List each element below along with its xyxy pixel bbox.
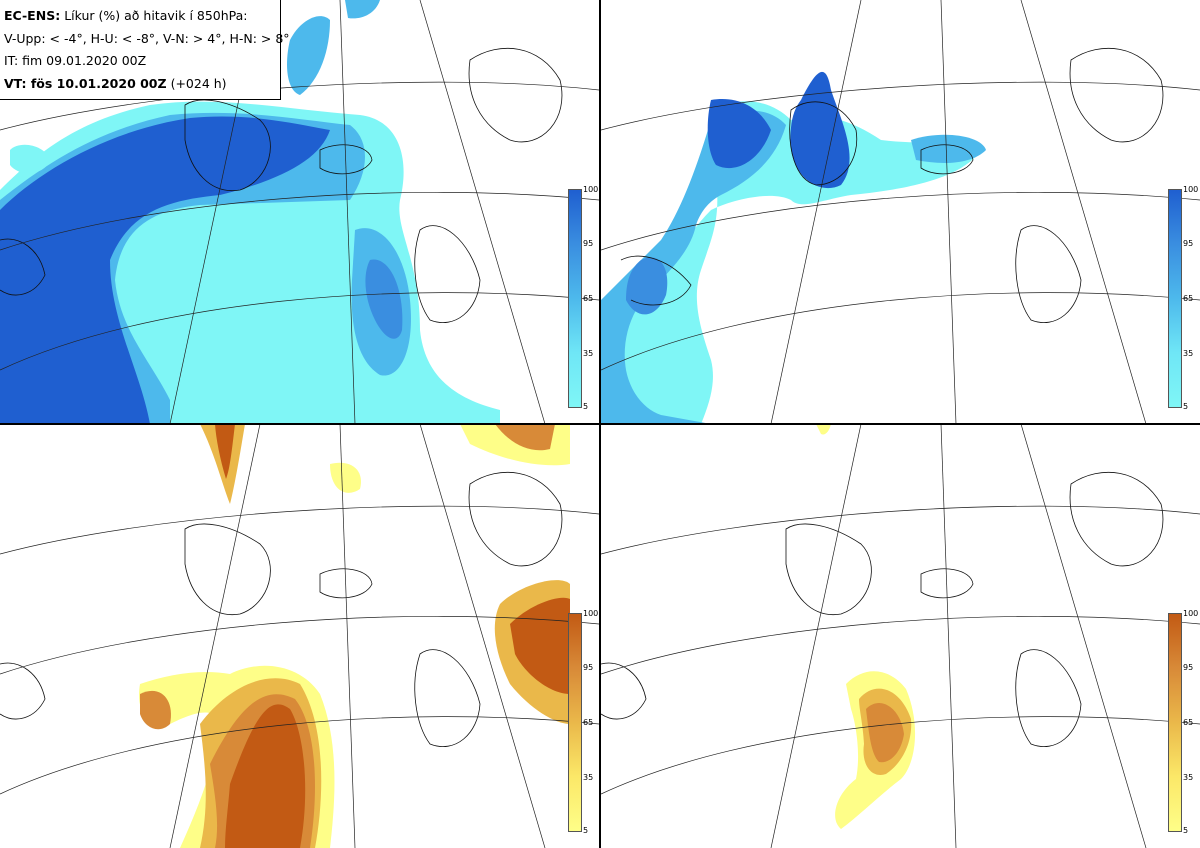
tick-35: 35: [583, 773, 594, 782]
map-bottom-left: [0, 424, 599, 848]
tick-5: 5: [1183, 402, 1189, 411]
map-top-right: [601, 0, 1200, 424]
tick-95: 95: [1183, 239, 1194, 248]
tick-95: 95: [583, 663, 594, 672]
tick-35: 35: [1183, 773, 1194, 782]
horizontal-divider: [0, 423, 1200, 425]
tick-100: 100: [1183, 185, 1199, 194]
tick-65: 65: [1183, 718, 1194, 727]
panel-top-right-cold-8: 100 95 65 35 5: [601, 0, 1200, 424]
title-line-2: V-Upp: < -4°, H-U: < -8°, V-N: > 4°, H-N…: [4, 30, 290, 46]
tick-95: 95: [1183, 663, 1194, 672]
tick-65: 65: [583, 294, 594, 303]
tick-65: 65: [583, 718, 594, 727]
title-line-3: IT: fim 09.01.2020 00Z: [4, 53, 147, 68]
tick-5: 5: [1183, 826, 1189, 835]
tick-5: 5: [583, 826, 589, 835]
map-top-left: [0, 0, 599, 424]
title-line-1: EC-ENS: Líkur (%) að hitavik í 850hPa:: [4, 8, 248, 23]
panel-top-left-cold-4: EC-ENS: Líkur (%) að hitavik í 850hPa: V…: [0, 0, 599, 424]
tick-5: 5: [583, 402, 589, 411]
tick-65: 65: [1183, 294, 1194, 303]
panel-bottom-right-warm-8: 100 95 65 35 5: [601, 424, 1200, 848]
tick-35: 35: [1183, 349, 1194, 358]
colorbar-top-right: [1168, 189, 1182, 408]
map-bottom-right: [601, 424, 1200, 848]
panel-bottom-left-warm-4: 100 95 65 35 5: [0, 424, 599, 848]
tick-100: 100: [583, 609, 599, 618]
colorbar-top-left: [568, 189, 582, 408]
colorbar-bottom-right: [1168, 613, 1182, 832]
tick-100: 100: [583, 185, 599, 194]
title-line-4: VT: fös 10.01.2020 00Z (+024 h): [4, 75, 227, 91]
tick-35: 35: [583, 349, 594, 358]
tick-100: 100: [1183, 609, 1199, 618]
tick-95: 95: [583, 239, 594, 248]
colorbar-bottom-left: [568, 613, 582, 832]
title-box: EC-ENS: Líkur (%) að hitavik í 850hPa: V…: [0, 0, 290, 100]
